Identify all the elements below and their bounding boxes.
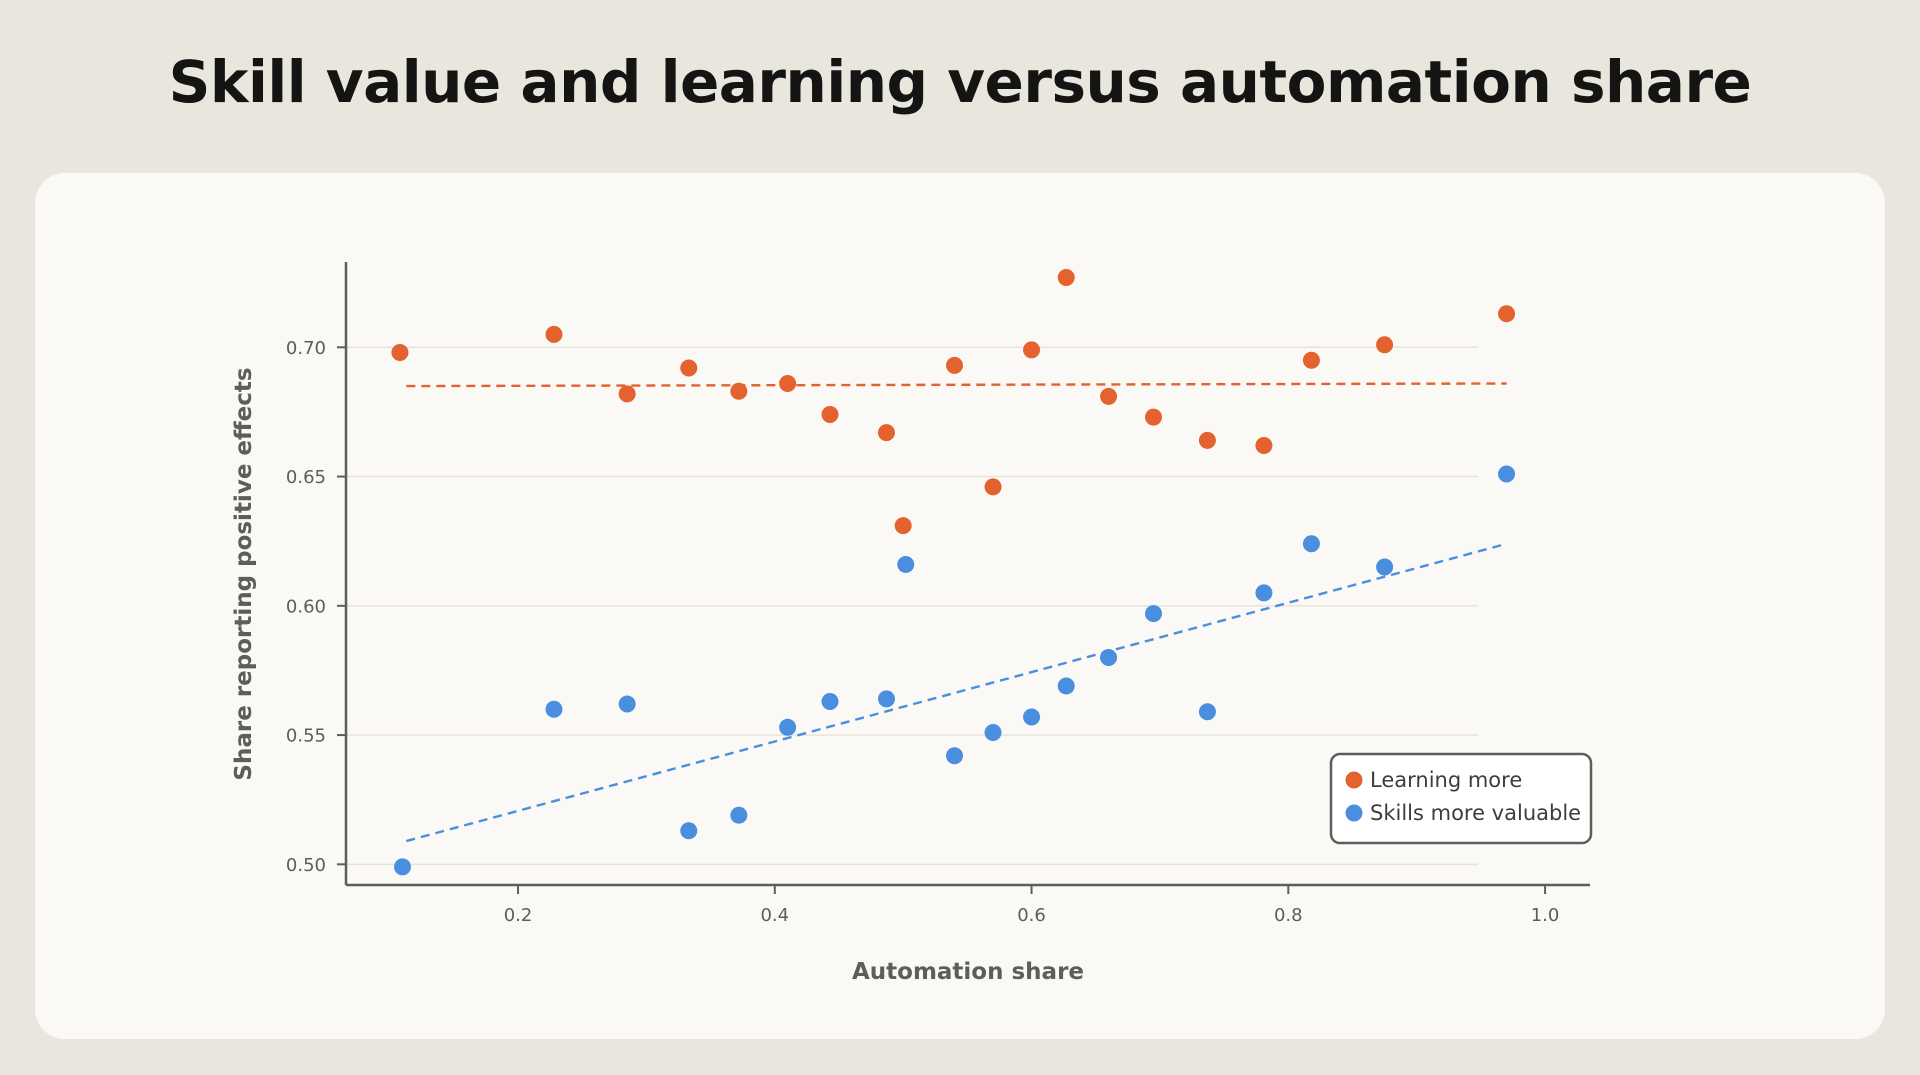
point-learning-more	[1057, 269, 1075, 287]
legend: Learning more Skills more valuable	[1329, 752, 1593, 845]
y-tick-label: 0.55	[286, 726, 326, 747]
y-tick-label: 0.70	[286, 338, 326, 359]
point-skills-more-valuable	[946, 747, 964, 765]
point-skills-more-valuable	[680, 822, 698, 840]
chart-title: Skill value and learning versus automati…	[168, 48, 1752, 116]
point-learning-more	[618, 385, 636, 403]
point-skills-more-valuable	[877, 690, 895, 708]
y-ticks: 0.50 0.55 0.60 0.65 0.70	[286, 338, 346, 876]
x-ticks: 0.2 0.4 0.6 0.8 1.0	[504, 885, 1560, 926]
trend-line-learning-more	[406, 382, 1507, 388]
point-learning-more	[680, 359, 698, 377]
legend-label-learning-more: Learning more	[1370, 768, 1522, 792]
point-learning-more	[730, 382, 748, 400]
grid-lines	[346, 346, 1478, 866]
point-learning-more	[1023, 341, 1041, 359]
legend-marker-skills-more-valuable	[1345, 804, 1363, 822]
data-points	[391, 269, 1516, 876]
legend-marker-learning-more	[1345, 771, 1363, 789]
x-tick-label: 1.0	[1531, 905, 1560, 926]
point-learning-more	[894, 517, 912, 535]
point-skills-more-valuable	[1498, 465, 1516, 483]
trend-lines	[406, 382, 1507, 843]
legend-label-skills-more-valuable: Skills more valuable	[1370, 801, 1581, 825]
point-learning-more	[984, 478, 1002, 496]
point-learning-more	[877, 424, 895, 442]
point-learning-more	[1255, 437, 1273, 455]
point-learning-more	[821, 406, 839, 424]
x-axis-label: Automation share	[852, 959, 1084, 985]
point-learning-more	[391, 343, 409, 361]
point-skills-more-valuable	[1023, 708, 1041, 726]
point-skills-more-valuable	[1100, 649, 1118, 667]
point-skills-more-valuable	[897, 555, 915, 573]
point-skills-more-valuable	[1198, 703, 1216, 721]
trend-line-skills-more-valuable	[406, 542, 1507, 843]
point-learning-more	[779, 374, 797, 392]
point-learning-more	[545, 325, 563, 343]
y-tick-label: 0.50	[286, 855, 326, 876]
point-learning-more	[1498, 305, 1516, 323]
point-skills-more-valuable	[618, 695, 636, 713]
point-learning-more	[1198, 431, 1216, 449]
point-skills-more-valuable	[984, 723, 1002, 741]
point-skills-more-valuable	[821, 692, 839, 710]
point-learning-more	[1302, 351, 1320, 369]
point-learning-more	[1376, 336, 1394, 354]
point-skills-more-valuable	[730, 806, 748, 824]
point-learning-more	[1145, 408, 1163, 426]
y-tick-label: 0.65	[286, 467, 326, 488]
x-tick-label: 0.4	[760, 905, 789, 926]
point-skills-more-valuable	[545, 700, 563, 718]
point-skills-more-valuable	[1302, 535, 1320, 553]
point-skills-more-valuable	[393, 858, 411, 876]
point-skills-more-valuable	[1376, 558, 1394, 576]
x-tick-label: 0.6	[1017, 905, 1046, 926]
point-skills-more-valuable	[1255, 584, 1273, 602]
legend-box	[1329, 752, 1593, 845]
point-skills-more-valuable	[779, 718, 797, 736]
y-tick-label: 0.60	[286, 596, 326, 617]
axes	[344, 262, 1590, 887]
x-tick-label: 0.8	[1274, 905, 1303, 926]
x-tick-label: 0.2	[504, 905, 533, 926]
point-learning-more	[946, 356, 964, 374]
y-axis-label: Share reporting positive effects	[231, 367, 257, 780]
point-learning-more	[1100, 387, 1118, 405]
point-skills-more-valuable	[1145, 605, 1163, 623]
point-skills-more-valuable	[1057, 677, 1075, 695]
